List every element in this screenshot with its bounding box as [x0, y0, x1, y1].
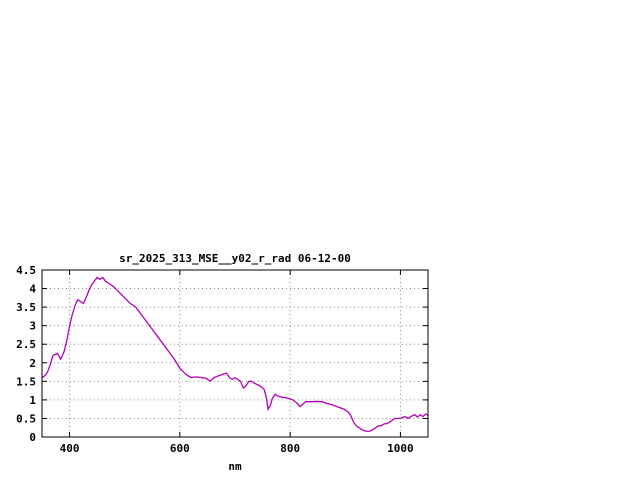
- tick-labels: 400 600 800 1000 0 0.5 1 1.5 2 2.5 3 3.5 4 4.5: [16, 264, 414, 455]
- plot-border: [41, 269, 429, 438]
- x-tick-label: 400: [60, 442, 80, 455]
- y-tick-label: 3: [29, 320, 36, 333]
- y-tick-label: 3.5: [16, 301, 36, 314]
- grid-layer: [42, 270, 428, 437]
- plot-area: sr_2025_313_MSE__y02_r_rad 06-12-00 400 6…: [16, 252, 429, 473]
- y-tick-label: 4.5: [16, 264, 36, 277]
- y-tick-label: 2.5: [16, 338, 36, 351]
- x-tick-label: 1000: [387, 442, 414, 455]
- tick-layer: [42, 269, 428, 438]
- y-tick-label: 1: [29, 394, 36, 407]
- x-tick-label: 600: [170, 442, 190, 455]
- x-axis-label: nm: [228, 460, 242, 473]
- spectrum-chart: sr_2025_313_MSE__y02_r_rad 06-12-00 400 6…: [0, 248, 460, 480]
- y-tick-label: 0: [29, 431, 36, 444]
- y-tick-label: 2: [29, 357, 36, 370]
- x-tick-label: 800: [280, 442, 300, 455]
- y-tick-label: 0.5: [16, 412, 36, 425]
- y-tick-label: 1.5: [16, 375, 36, 388]
- data-curve: [41, 276, 429, 433]
- chart-title: sr_2025_313_MSE__y02_r_rad 06-12-00: [119, 252, 351, 265]
- data-series-layer: [41, 276, 429, 433]
- y-tick-label: 4: [29, 283, 36, 296]
